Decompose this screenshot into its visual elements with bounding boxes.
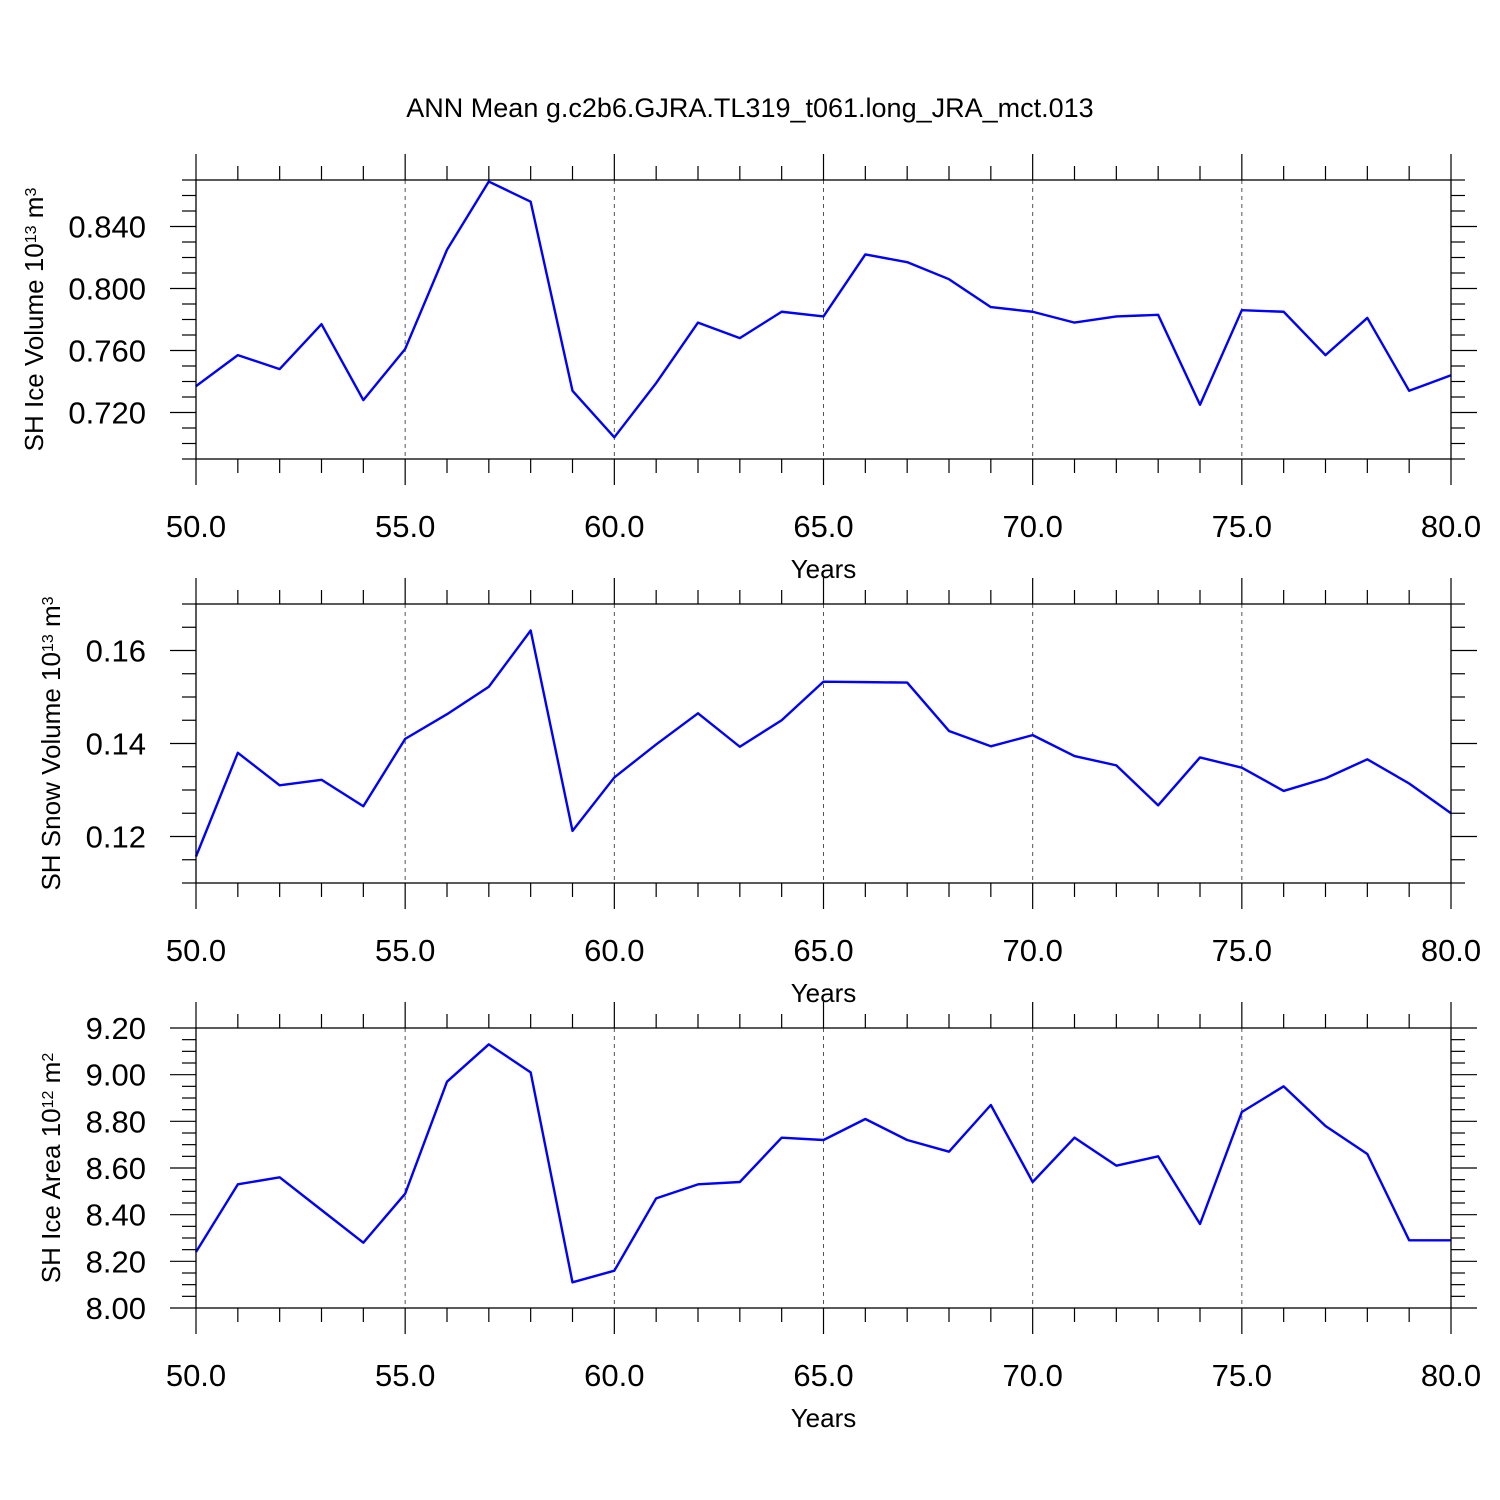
data-line — [195, 180, 1452, 439]
x-axis-label: Years — [791, 1403, 857, 1433]
x-tick-label: 70.0 — [1002, 933, 1062, 968]
x-tick-label: 65.0 — [793, 509, 853, 544]
y-axis-label: SH Ice Area 1012 m2 — [36, 1053, 66, 1284]
y-axis-label-part: SH Snow Volume 10 — [36, 652, 66, 890]
data-line — [194, 629, 1452, 857]
y-axis-label-part: m — [19, 197, 49, 226]
x-tick-label: 75.0 — [1212, 509, 1272, 544]
y-tick-label: 9.00 — [86, 1058, 146, 1093]
panel-2: 50.0 55.0 60.0 65.0 70.0 75.0 80.0 0.12 0.14 0.16… — [36, 578, 1481, 1008]
x-tick-label: 60.0 — [584, 1358, 644, 1393]
y-axis-label-exponent: 13 — [40, 634, 57, 652]
y-axis-label-part: SH Ice Area 10 — [36, 1108, 66, 1283]
y-axis-label-exponent: 2 — [40, 1053, 57, 1062]
y-tick-label: 8.20 — [86, 1244, 146, 1279]
y-tick-label: 0.14 — [86, 727, 146, 762]
x-tick-label: 55.0 — [375, 1358, 435, 1393]
y-axis-label-exponent: 12 — [40, 1090, 57, 1108]
chart-title: ANN Mean g.c2b6.GJRA.TL319_t061.long_JRA… — [406, 93, 1093, 123]
y-tick-label: 0.840 — [68, 210, 146, 245]
y-tick-label: 9.20 — [86, 1011, 146, 1046]
x-tick-label: 75.0 — [1212, 1358, 1272, 1393]
y-tick-label: 8.60 — [86, 1151, 146, 1186]
x-tick-label: 70.0 — [1002, 509, 1062, 544]
y-axis-label-exponent: 13 — [23, 225, 40, 243]
x-tick-label: 50.0 — [166, 509, 226, 544]
x-tick-label: 70.0 — [1002, 1358, 1062, 1393]
y-axis-label-part: SH Ice Volume 10 — [19, 243, 49, 451]
y-axis-label-exponent: 3 — [40, 596, 57, 605]
x-tick-label: 65.0 — [793, 1358, 853, 1393]
y-tick-label: 8.00 — [86, 1291, 146, 1326]
x-tick-label: 65.0 — [793, 933, 853, 968]
x-tick-label: 75.0 — [1212, 933, 1272, 968]
x-tick-label: 80.0 — [1421, 509, 1481, 544]
x-tick-label: 50.0 — [166, 1358, 226, 1393]
x-tick-label: 55.0 — [375, 933, 435, 968]
y-axis-label-exponent: 3 — [23, 188, 40, 197]
x-tick-label: 50.0 — [166, 933, 226, 968]
y-tick-label: 0.720 — [68, 396, 146, 431]
x-tick-label: 60.0 — [584, 509, 644, 544]
panel-3: 50.0 55.0 60.0 65.0 70.0 75.0 80.0 8.00 8.20 8.40… — [36, 1002, 1481, 1433]
y-axis-label-part: m — [36, 1062, 66, 1091]
y-tick-label: 0.760 — [68, 334, 146, 369]
data-line — [194, 1043, 1451, 1284]
y-axis-label: SH Snow Volume 1013 m3 — [36, 596, 66, 890]
y-tick-label: 0.800 — [68, 272, 146, 307]
panel-1: 50.0 55.0 60.0 65.0 70.0 75.0 80.0 0.720 0.760 0.… — [19, 154, 1481, 584]
y-tick-label: 0.16 — [86, 634, 146, 669]
y-axis-label: SH Ice Volume 1013 m3 — [19, 188, 49, 452]
x-tick-label: 60.0 — [584, 933, 644, 968]
y-axis-label-part: m — [36, 605, 66, 634]
y-tick-label: 8.40 — [86, 1198, 146, 1233]
x-tick-label: 80.0 — [1421, 933, 1481, 968]
x-tick-label: 80.0 — [1421, 1358, 1481, 1393]
y-tick-label: 0.12 — [86, 820, 146, 855]
y-tick-label: 8.80 — [86, 1104, 146, 1139]
x-tick-label: 55.0 — [375, 509, 435, 544]
